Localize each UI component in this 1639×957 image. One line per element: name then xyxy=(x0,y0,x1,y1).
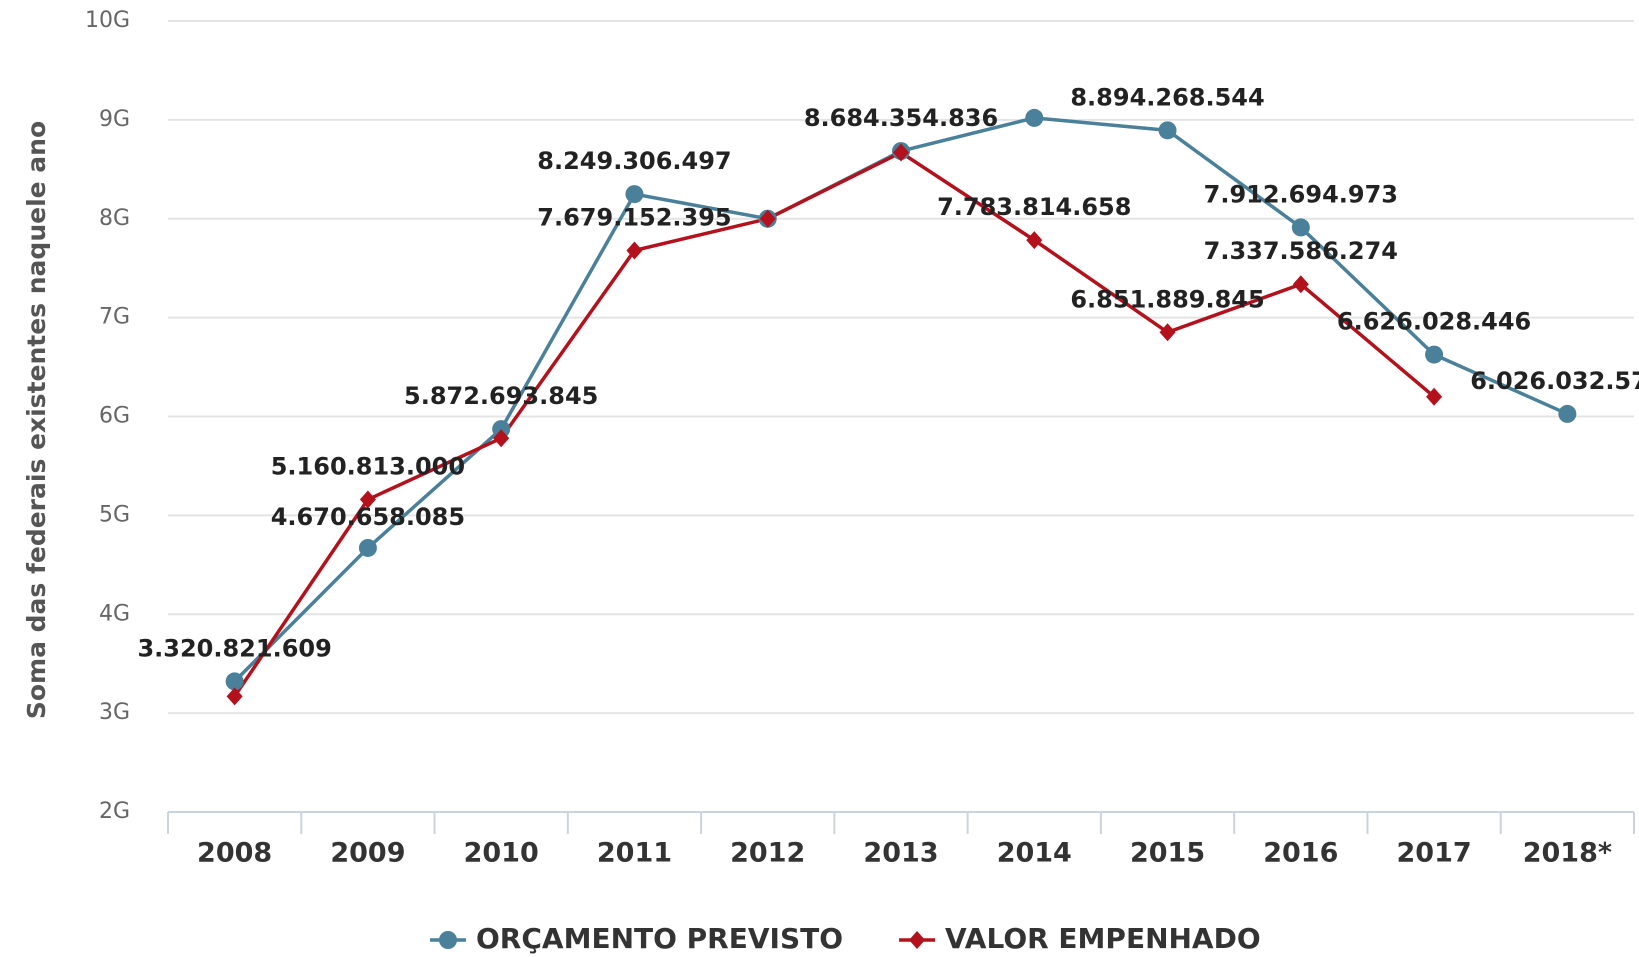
data-point xyxy=(1426,387,1443,406)
x-tick-label: 2016 xyxy=(1263,838,1338,869)
legend-marker xyxy=(909,931,926,949)
legend-label: VALOR EMPENHADO xyxy=(945,922,1261,955)
data-point xyxy=(759,209,776,228)
data-point xyxy=(1558,404,1577,423)
data-point xyxy=(225,672,244,691)
y-tick-label: 5G xyxy=(99,502,130,527)
series-line xyxy=(233,150,1436,698)
legend-label: ORÇAMENTO PREVISTO xyxy=(476,922,843,955)
y-tick-label: 9G xyxy=(99,107,130,132)
data-label: 7.783.814.658 xyxy=(937,193,1131,221)
y-tick-label: 7G xyxy=(99,305,130,330)
data-label: 8.894.268.544 xyxy=(1070,83,1264,111)
data-point xyxy=(1026,231,1043,250)
data-label: 4.670.658.085 xyxy=(271,503,465,531)
x-tick-label: 2013 xyxy=(863,838,938,869)
data-point xyxy=(1425,345,1444,364)
x-tick-label: 2018* xyxy=(1523,838,1612,869)
data-label: 5.160.813.000 xyxy=(271,452,465,480)
x-tick-label: 2008 xyxy=(197,838,272,869)
data-point xyxy=(226,687,243,706)
data-point xyxy=(1158,121,1177,140)
y-tick-label: 4G xyxy=(99,601,130,626)
data-point xyxy=(1291,218,1310,237)
x-tick-label: 2009 xyxy=(330,838,405,869)
x-tick-label: 2015 xyxy=(1130,838,1205,869)
y-tick-label: 3G xyxy=(99,700,130,725)
data-label: 8.249.306.497 xyxy=(537,147,731,175)
data-point xyxy=(492,420,511,439)
x-tick-label: 2010 xyxy=(464,838,539,869)
y-tick-label: 8G xyxy=(99,206,130,231)
data-label: 6.026.032.574 xyxy=(1470,367,1639,395)
data-label: 7.679.152.395 xyxy=(537,203,731,231)
data-label: 7.337.586.274 xyxy=(1204,237,1398,265)
data-label: 6.851.889.845 xyxy=(1070,285,1264,313)
y-tick-label: 2G xyxy=(99,799,130,824)
data-point xyxy=(893,143,909,162)
data-point xyxy=(493,429,510,448)
legend-marker xyxy=(439,931,457,949)
data-label: 3.320.821.609 xyxy=(137,634,331,662)
y-tick-label: 10G xyxy=(85,8,130,33)
data-label: 6.626.028.446 xyxy=(1337,308,1531,336)
data-point xyxy=(359,490,376,509)
x-tick-label: 2017 xyxy=(1397,838,1472,869)
y-axis-title: Soma das federais existentes naquele ano xyxy=(22,121,51,719)
x-tick-label: 2014 xyxy=(997,838,1072,869)
data-point xyxy=(1025,108,1044,127)
data-point xyxy=(1292,275,1309,294)
data-label: 5.872.693.845 xyxy=(404,382,598,410)
data-point xyxy=(626,241,643,260)
data-point xyxy=(625,185,644,204)
x-tick-label: 2012 xyxy=(730,838,805,869)
data-point xyxy=(1159,323,1176,342)
y-tick-label: 6G xyxy=(99,404,130,429)
x-tick-label: 2011 xyxy=(597,838,672,869)
data-point xyxy=(358,538,377,557)
data-label: 7.912.694.973 xyxy=(1204,180,1398,208)
data-label: 8.684.354.836 xyxy=(804,104,998,132)
